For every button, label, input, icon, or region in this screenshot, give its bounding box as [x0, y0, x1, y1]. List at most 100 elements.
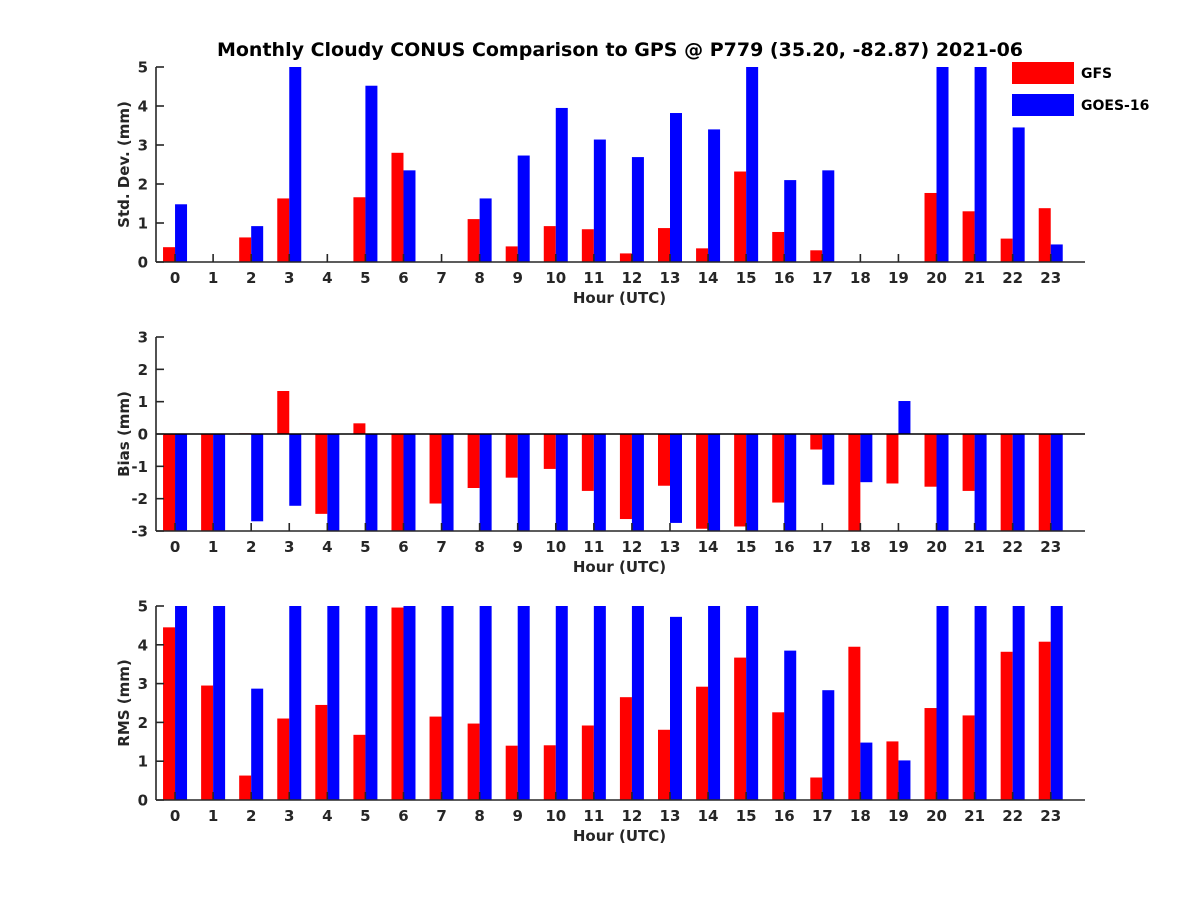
bar-gfs-hour-0: [163, 247, 176, 262]
bar-goes-16-hour-9: [517, 606, 530, 800]
x-tick-label: 11: [583, 538, 604, 556]
bar-gfs-hour-9: [505, 745, 518, 800]
x-tick-label: 7: [436, 269, 446, 287]
x-tick-label: 4: [322, 807, 332, 825]
x-tick-label: 4: [322, 269, 332, 287]
x-tick-label: 1: [208, 269, 218, 287]
bar-gfs-hour-3: [277, 391, 290, 434]
x-tick-label: 21: [964, 807, 985, 825]
bar-gfs-hour-7: [429, 434, 442, 504]
x-tick-label: 3: [284, 269, 294, 287]
bar-gfs-hour-2: [239, 775, 252, 800]
x-tick-label: 19: [888, 538, 909, 556]
x-tick-label: 11: [583, 269, 604, 287]
bar-gfs-hour-23: [1038, 434, 1051, 531]
bar-gfs-hour-8: [467, 434, 480, 488]
bar-goes-16-hour-17: [822, 434, 835, 485]
bar-goes-16-hour-2: [251, 226, 264, 262]
bar-gfs-hour-18: [848, 434, 861, 531]
y-tick-label: 1: [138, 215, 148, 233]
bar-goes-16-hour-8: [479, 606, 492, 800]
x-tick-label: 12: [621, 538, 642, 556]
bar-goes-16-hour-10: [555, 107, 568, 262]
bar-goes-16-hour-7: [441, 606, 454, 800]
x-tick-label: 8: [474, 807, 484, 825]
x-tick-label: 18: [850, 807, 871, 825]
bar-gfs-hour-10: [543, 226, 556, 262]
x-tick-label: 12: [621, 269, 642, 287]
x-tick-label: 11: [583, 807, 604, 825]
x-tick-label: 6: [398, 538, 408, 556]
x-axis-label: Hour (UTC): [573, 289, 666, 307]
x-tick-label: 5: [360, 807, 370, 825]
bar-goes-16-hour-0: [175, 434, 188, 531]
bar-goes-16-hour-0: [175, 606, 188, 800]
x-tick-label: 17: [812, 538, 833, 556]
bar-goes-16-hour-13: [670, 616, 682, 800]
x-tick-label: 14: [698, 269, 719, 287]
x-tick-label: 22: [1002, 538, 1023, 556]
bar-goes-16-hour-21: [974, 434, 987, 531]
x-tick-label: 21: [964, 538, 985, 556]
bar-goes-16-hour-20: [936, 606, 949, 800]
x-tick-label: 23: [1040, 269, 1061, 287]
bar-gfs-hour-9: [505, 434, 518, 478]
bar-gfs-hour-11: [581, 725, 594, 800]
bar-gfs-hour-21: [962, 715, 975, 800]
y-tick-label: -2: [131, 490, 148, 508]
bar-goes-16-hour-0: [175, 204, 188, 262]
x-tick-label: 14: [698, 538, 719, 556]
y-axis-label: Std. Dev. (mm): [115, 101, 133, 228]
bar-goes-16-hour-3: [289, 434, 302, 506]
bar-gfs-hour-0: [163, 434, 176, 531]
bar-goes-16-hour-23: [1050, 244, 1063, 262]
x-tick-label: 17: [812, 807, 833, 825]
y-tick-label: 0: [138, 254, 148, 272]
x-tick-label: 2: [246, 269, 256, 287]
x-tick-label: 1: [208, 538, 218, 556]
bar-gfs-hour-9: [505, 246, 518, 262]
bar-goes-16-hour-2: [251, 688, 264, 800]
bar-gfs-hour-12: [619, 697, 632, 800]
bar-goes-16-hour-21: [974, 606, 987, 800]
y-tick-label: 4: [138, 636, 148, 654]
x-tick-label: 20: [926, 269, 947, 287]
bar-gfs-hour-22: [1000, 434, 1013, 531]
bar-gfs-hour-22: [1000, 651, 1013, 800]
bar-gfs-hour-18: [848, 646, 861, 800]
y-tick-label: 1: [138, 753, 148, 771]
x-tick-label: 23: [1040, 807, 1061, 825]
y-tick-label: 1: [138, 393, 148, 411]
x-tick-label: 17: [812, 269, 833, 287]
x-tick-label: 4: [322, 538, 332, 556]
bar-goes-16-hour-13: [670, 113, 682, 263]
bar-gfs-hour-6: [391, 152, 404, 262]
y-tick-label: 0: [138, 426, 148, 444]
legend: GFS GOES-16: [1003, 56, 1166, 124]
y-tick-label: 0: [138, 792, 148, 810]
bar-gfs-hour-14: [696, 434, 709, 529]
y-tick-label: 4: [138, 98, 148, 116]
bar-goes-16-hour-5: [365, 434, 378, 531]
bar-goes-16-hour-19: [898, 760, 911, 800]
y-tick-label: -1: [131, 458, 148, 476]
bar-goes-16-hour-7: [441, 434, 454, 531]
bar-goes-16-hour-10: [555, 606, 568, 800]
bar-gfs-hour-20: [924, 708, 937, 800]
x-tick-label: 13: [660, 807, 681, 825]
bar-goes-16-hour-8: [479, 434, 492, 531]
x-tick-label: 5: [360, 538, 370, 556]
x-tick-label: 18: [850, 269, 871, 287]
bar-goes-16-hour-3: [289, 606, 302, 800]
bar-goes-16-hour-6: [403, 434, 416, 531]
x-tick-label: 9: [512, 538, 522, 556]
bar-goes-16-hour-12: [631, 157, 644, 262]
bar-goes-16-hour-12: [631, 606, 644, 800]
bar-gfs-hour-12: [619, 434, 632, 520]
bar-goes-16-hour-10: [555, 434, 568, 531]
bar-goes-16-hour-22: [1012, 434, 1025, 531]
bar-goes-16-hour-16: [784, 434, 797, 531]
bar-goes-16-hour-16: [784, 180, 797, 262]
x-tick-label: 20: [926, 538, 947, 556]
